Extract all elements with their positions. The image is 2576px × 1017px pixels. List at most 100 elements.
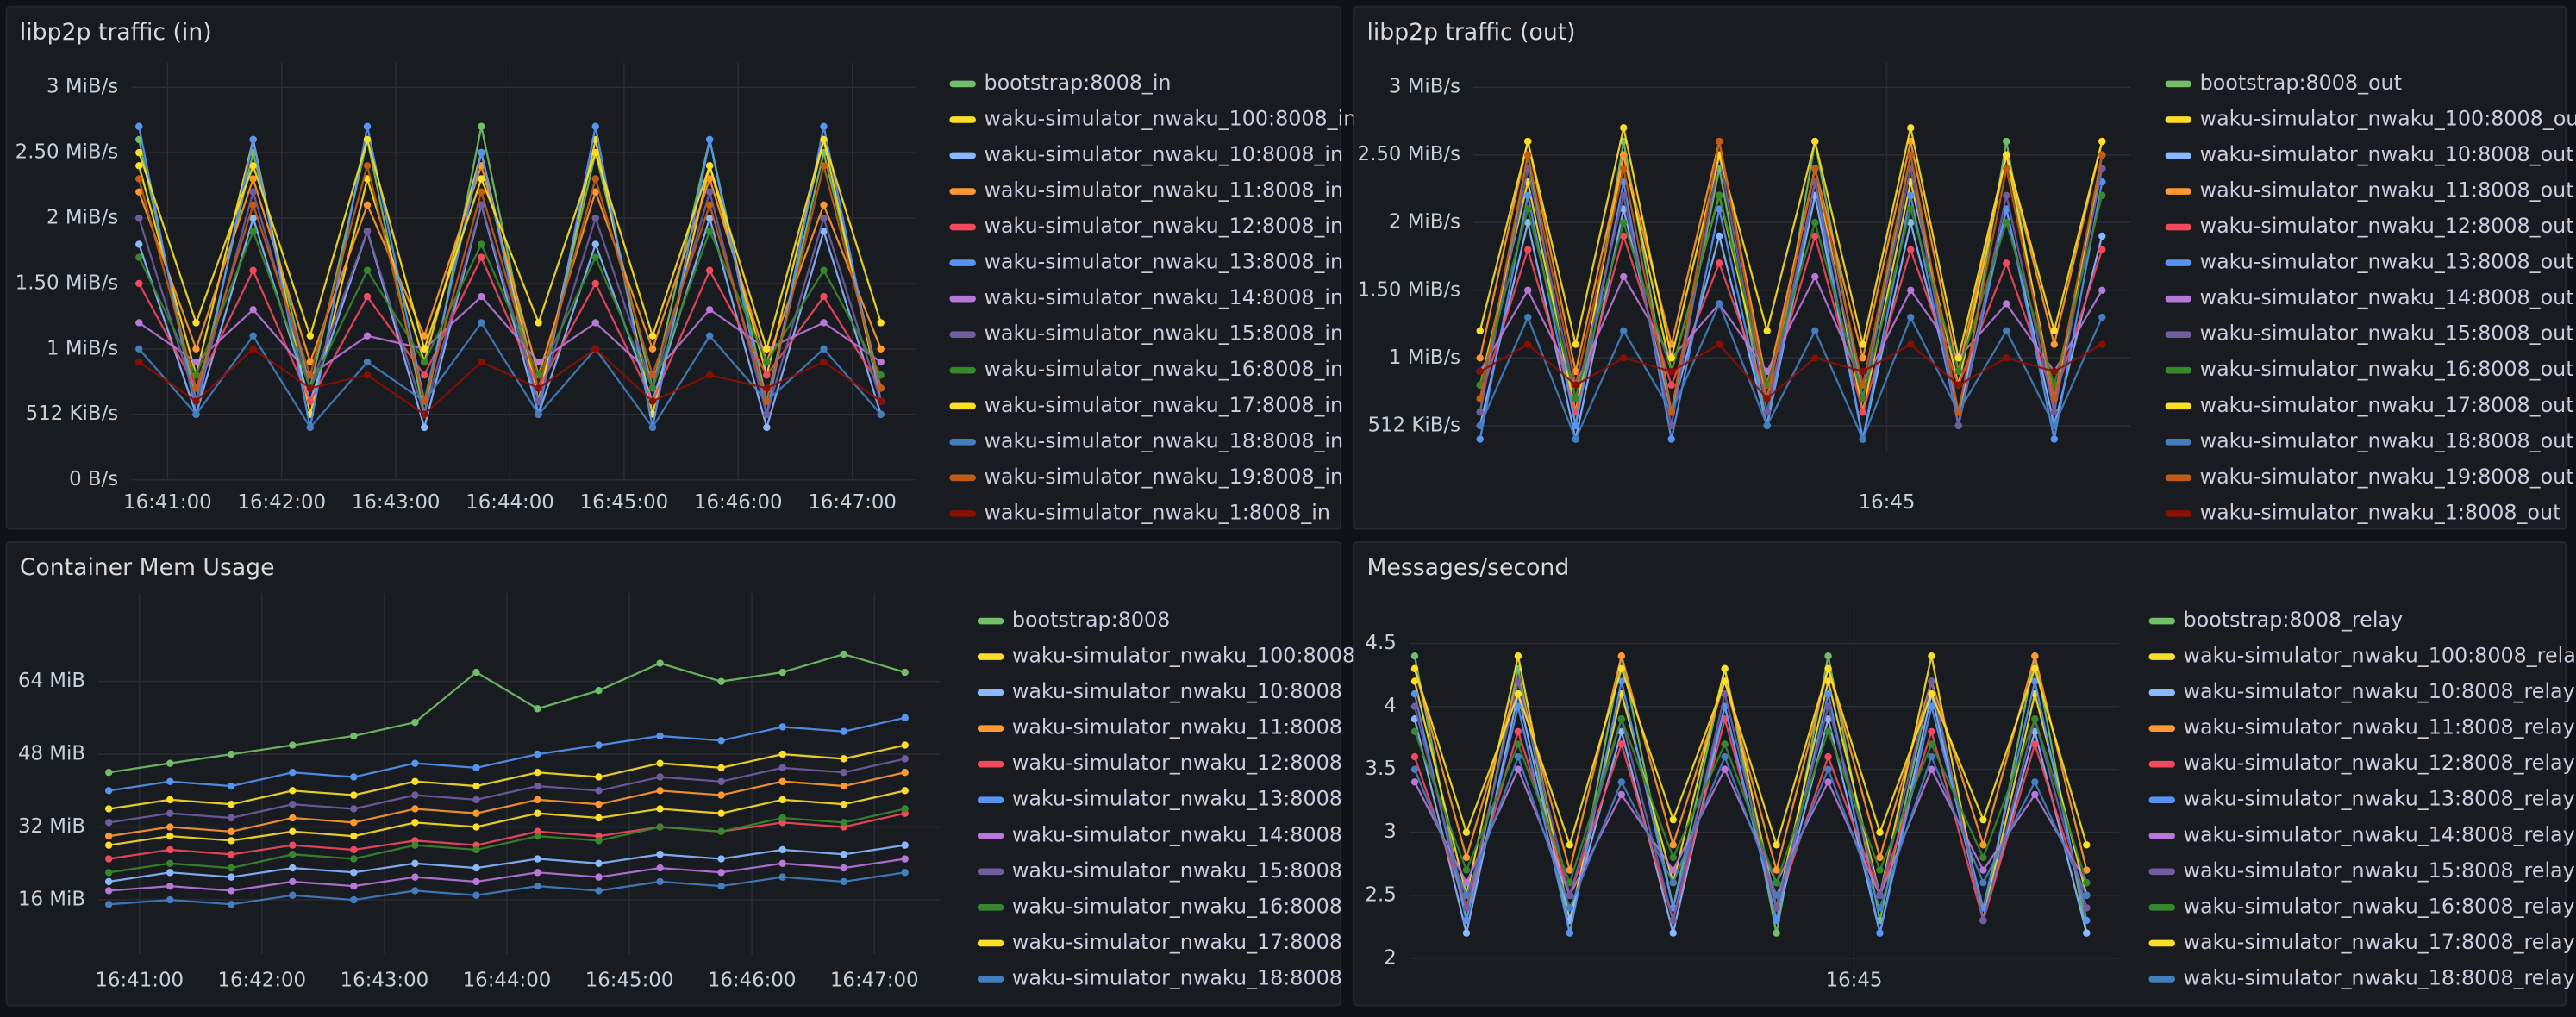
data-point (2083, 866, 2091, 874)
data-point (1721, 752, 1729, 761)
data-point (228, 837, 235, 845)
data-point (249, 266, 257, 274)
series-line (1413, 715, 2088, 886)
legend-label: waku-simulator_nwaku_13:8008_out (2200, 250, 2574, 274)
data-point (1979, 815, 1987, 824)
x-tick-label: 16:47:00 (808, 491, 897, 514)
data-point (820, 345, 828, 353)
data-point (1811, 219, 1819, 227)
data-point (2031, 715, 2039, 723)
data-point (1572, 421, 1579, 429)
data-point (1617, 677, 1625, 685)
data-point (820, 122, 828, 130)
data-point (350, 855, 358, 863)
data-point (2050, 435, 2058, 443)
data-point (820, 228, 828, 235)
data-point (2003, 219, 2010, 227)
data-point (350, 732, 358, 740)
data-point (1462, 828, 1471, 836)
data-point (166, 823, 174, 831)
x-tick-label: 16:41:00 (95, 969, 184, 991)
data-point (648, 345, 657, 353)
data-point (2098, 340, 2106, 348)
data-point (472, 891, 480, 899)
data-point (421, 410, 428, 418)
data-point (1907, 151, 1915, 159)
data-point (591, 175, 599, 183)
data-point (2050, 327, 2058, 335)
data-point (472, 764, 480, 772)
data-point (1928, 752, 1935, 761)
legend-label: waku-simulator_nwaku_19:8008_in (984, 465, 1343, 489)
data-point (778, 796, 786, 804)
data-point (363, 358, 372, 366)
y-tick-label: 2 MiB/s (47, 207, 118, 229)
legend: bootstrap:8008_in waku-simulator_nwaku_10… (949, 71, 1356, 524)
data-point (1620, 165, 1628, 172)
data-point (1572, 381, 1579, 389)
data-point (1476, 421, 1484, 429)
data-point (705, 228, 714, 235)
data-point (135, 345, 143, 353)
data-point (1824, 702, 1832, 710)
data-point (877, 319, 885, 327)
data-point (2003, 151, 2010, 159)
data-point (1617, 664, 1625, 672)
legend-label: bootstrap:8008_out (2200, 71, 2402, 95)
legend-label: waku-simulator_nwaku_17:8008_in (984, 393, 1343, 417)
data-point (1620, 272, 1628, 281)
data-point (1773, 841, 1780, 849)
data-point (656, 823, 664, 831)
data-point (717, 855, 725, 863)
data-point (1620, 151, 1628, 159)
data-point (763, 397, 771, 405)
series-line (138, 321, 882, 429)
series-line (109, 858, 905, 892)
data-point (1859, 381, 1866, 389)
data-point (705, 214, 714, 222)
data-point (840, 727, 847, 735)
y-tick-label: 2.5 (1365, 883, 1396, 906)
data-point (104, 887, 113, 895)
data-point (249, 162, 257, 170)
data-point (306, 397, 315, 405)
data-point (648, 332, 657, 340)
data-point (1928, 727, 1935, 736)
data-point (1410, 689, 1419, 698)
data-point (591, 148, 599, 157)
data-point (2050, 367, 2058, 376)
data-point (1907, 313, 1915, 321)
data-point (192, 371, 200, 379)
data-point (472, 668, 480, 677)
data-point (478, 292, 485, 301)
data-point (249, 201, 257, 209)
data-point (192, 358, 200, 366)
data-point (478, 188, 485, 196)
panel: Messages/second 2 2.5 3 3.5 4 4.5 16:45 bootstra… (1353, 541, 2576, 1007)
data-point (1462, 878, 1471, 887)
legend-label: waku-simulator_nwaku_15:8008_in (984, 321, 1343, 346)
data-point (1617, 790, 1625, 799)
data-point (2098, 151, 2106, 159)
y-tick-label: 1.50 MiB/s (16, 271, 119, 294)
legend-label: waku-simulator_nwaku_16:8008_relay (2184, 894, 2575, 918)
legend-label: waku-simulator_nwaku_1:8008_out (2200, 500, 2561, 524)
legend-label: waku-simulator_nwaku_15:8008_out (2200, 321, 2574, 346)
data-point (363, 135, 372, 144)
data-point (1566, 841, 1574, 849)
legend-label: waku-simulator_nwaku_18:8008_in (984, 428, 1343, 452)
panel: Container Mem Usage 16 MiB 32 MiB 48 MiB 64 … (5, 541, 1355, 1007)
data-point (840, 800, 847, 808)
data-point (228, 800, 235, 808)
data-point (228, 901, 235, 908)
data-point (1620, 191, 1628, 200)
y-tick-label: 2 MiB/s (1389, 211, 1460, 234)
data-point (591, 279, 599, 288)
data-point (1667, 435, 1675, 443)
data-point (705, 266, 714, 274)
data-point (289, 827, 297, 836)
x-tick-label: 16:45:00 (580, 491, 669, 514)
legend-label: waku-simulator_nwaku_100:8008_in (984, 106, 1356, 130)
data-point (820, 266, 828, 274)
